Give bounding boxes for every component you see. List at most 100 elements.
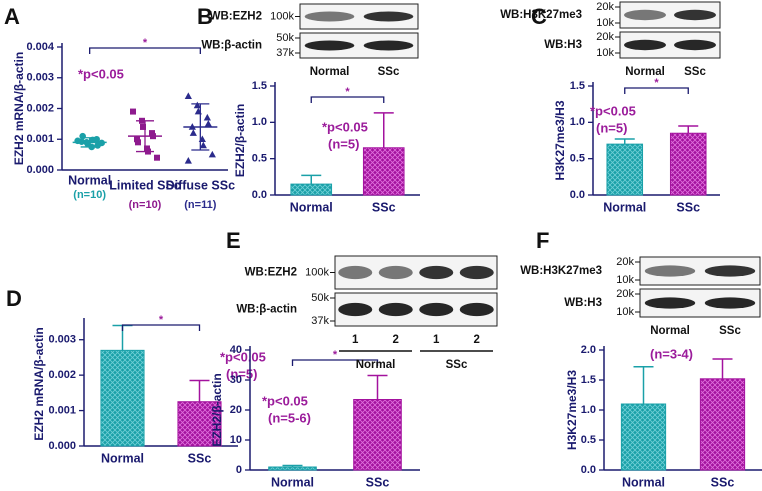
annotation: (n=5) bbox=[328, 136, 359, 151]
blot-band bbox=[363, 40, 414, 51]
y-tick-label: 0 bbox=[236, 464, 242, 476]
size-marker: 10k bbox=[616, 306, 634, 318]
blot-band bbox=[624, 39, 666, 51]
lane-label: SSc bbox=[684, 66, 706, 78]
y-tick-label: 1.0 bbox=[581, 404, 596, 416]
blot-band bbox=[644, 265, 696, 277]
x-tick-label: Normal bbox=[68, 173, 111, 187]
y-axis-label: EZH2/β-actin bbox=[233, 104, 247, 177]
annotation: *p<0.05 bbox=[322, 119, 368, 134]
y-tick-label: 1.5 bbox=[252, 80, 267, 92]
lane-label: 1 bbox=[433, 334, 440, 346]
y-tick-label: 0.003 bbox=[26, 72, 54, 84]
significance-bracket bbox=[89, 47, 201, 54]
y-tick-label: 0.002 bbox=[48, 369, 76, 381]
x-tick-label: SSc bbox=[372, 200, 396, 214]
panel-label: B bbox=[197, 4, 213, 29]
y-tick-label: 1.5 bbox=[581, 374, 596, 386]
y-tick-label: 0.5 bbox=[252, 153, 267, 165]
point bbox=[204, 120, 212, 127]
blot-row-label: WB:H3 bbox=[544, 39, 582, 51]
x-tick-label: Normal bbox=[622, 475, 665, 489]
lane-label: Normal bbox=[650, 325, 690, 337]
blot-row-label: WB:H3 bbox=[564, 297, 602, 309]
significance-label: * bbox=[345, 86, 350, 98]
point bbox=[154, 154, 160, 161]
size-marker: 20k bbox=[616, 256, 634, 268]
size-marker: 50k bbox=[276, 32, 294, 44]
significance-label: * bbox=[333, 349, 338, 361]
blot-row-label: WB:H3K27me3 bbox=[520, 265, 602, 277]
y-tick-label: 0.0 bbox=[581, 464, 596, 476]
point bbox=[184, 92, 192, 99]
x-tick-label: Limited SSc bbox=[109, 178, 181, 192]
y-tick-label: 0.0 bbox=[570, 189, 585, 201]
point bbox=[203, 113, 211, 121]
blot-band bbox=[674, 9, 716, 21]
blot-band bbox=[459, 265, 494, 280]
panel-label: E bbox=[226, 228, 241, 253]
x-tick-label: Normal bbox=[290, 200, 333, 214]
point bbox=[135, 139, 141, 146]
lane-label: 2 bbox=[393, 334, 399, 346]
x-tick-label: SSc bbox=[711, 475, 735, 489]
point bbox=[208, 150, 216, 158]
blot-row-label: WB:H3K27me3 bbox=[500, 9, 582, 21]
significance-bracket bbox=[624, 87, 689, 94]
bar bbox=[100, 349, 145, 447]
lane-label: Normal bbox=[625, 66, 665, 78]
significance-label: * bbox=[143, 37, 148, 49]
blot-row-label: WB:EZH2 bbox=[210, 11, 262, 23]
blot-row-label: WB:β-actin bbox=[201, 40, 262, 52]
significance-bracket bbox=[121, 324, 201, 331]
y-tick-label: 40 bbox=[230, 344, 242, 356]
annotation: *p<0.05 bbox=[590, 103, 636, 118]
annotation: *p<0.05 bbox=[220, 349, 266, 364]
significance-bracket bbox=[291, 359, 379, 366]
size-marker: 100k bbox=[305, 266, 329, 278]
blot-band bbox=[674, 39, 716, 51]
blot-band bbox=[378, 302, 413, 317]
x-tick-label: Normal bbox=[603, 200, 646, 214]
lane-label: Normal bbox=[310, 66, 350, 78]
category-note: (n=11) bbox=[184, 199, 216, 211]
size-marker: 20k bbox=[616, 288, 634, 300]
y-tick-label: 0.5 bbox=[570, 153, 585, 165]
point bbox=[79, 132, 86, 140]
bar bbox=[353, 399, 402, 471]
significance-label: * bbox=[654, 77, 659, 89]
size-marker: 37k bbox=[276, 47, 294, 59]
bar bbox=[699, 378, 746, 471]
significance-bracket bbox=[310, 96, 385, 103]
point bbox=[199, 141, 207, 149]
x-tick-label: Normal bbox=[101, 451, 144, 465]
x-tick-label: Normal bbox=[271, 475, 314, 489]
y-tick-label: 0.002 bbox=[26, 102, 54, 114]
annotation: (n=5) bbox=[596, 120, 627, 135]
y-tick-label: 0.0 bbox=[252, 189, 267, 201]
x-tick-label: SSc bbox=[676, 200, 700, 214]
size-marker: 10k bbox=[596, 47, 614, 59]
lane-label: 2 bbox=[474, 334, 480, 346]
group-label: Normal bbox=[356, 359, 396, 371]
size-marker: 20k bbox=[596, 31, 614, 43]
y-tick-label: 0.004 bbox=[26, 41, 54, 53]
bar bbox=[177, 401, 222, 447]
y-tick-label: 0.001 bbox=[48, 404, 76, 416]
panel-label: F bbox=[536, 228, 549, 253]
size-marker: 37k bbox=[311, 315, 329, 327]
blot-band bbox=[704, 297, 756, 309]
y-tick-label: 0.000 bbox=[26, 164, 54, 176]
y-axis-label: EZH2 mRNA/β-actin bbox=[32, 327, 46, 440]
annotation: (n=5-6) bbox=[268, 410, 311, 425]
y-tick-label: 0.000 bbox=[48, 440, 76, 452]
y-tick-label: 0.001 bbox=[26, 133, 54, 145]
x-tick-label: SSc bbox=[366, 475, 390, 489]
size-marker: 50k bbox=[311, 292, 329, 304]
panel-label: C bbox=[531, 4, 547, 29]
blot-band bbox=[459, 302, 494, 317]
panel-label: D bbox=[6, 286, 22, 311]
blot-band bbox=[378, 265, 413, 280]
point bbox=[140, 123, 146, 130]
